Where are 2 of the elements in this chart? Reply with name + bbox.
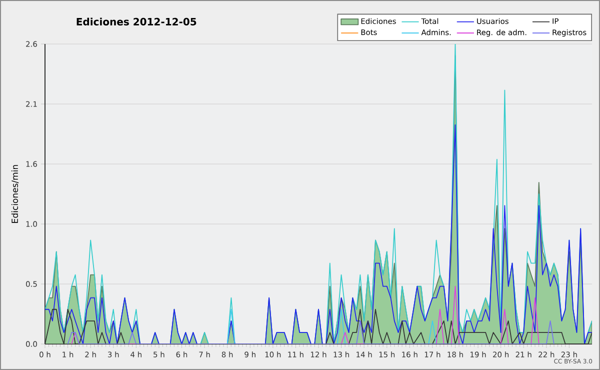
chart-title: Ediciones 2012-12-05 <box>76 18 196 26</box>
y-axis-title: Ediciones/min <box>11 165 19 223</box>
